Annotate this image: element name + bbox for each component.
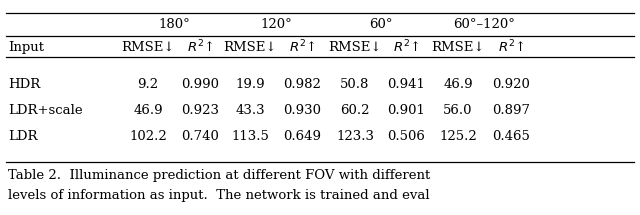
Text: 0.506: 0.506	[387, 131, 425, 143]
Text: 180°: 180°	[158, 17, 190, 31]
Text: 0.465: 0.465	[492, 131, 530, 143]
Text: 56.0: 56.0	[444, 104, 473, 118]
Text: 0.649: 0.649	[283, 131, 321, 143]
Text: $R^2$↑: $R^2$↑	[393, 39, 419, 55]
Text: 0.901: 0.901	[387, 104, 425, 118]
Text: 0.923: 0.923	[181, 104, 219, 118]
Text: 120°: 120°	[260, 17, 292, 31]
Text: 123.3: 123.3	[336, 131, 374, 143]
Text: Table 2.  Illuminance prediction at different FOV with different: Table 2. Illuminance prediction at diffe…	[8, 169, 430, 181]
Text: $R^2$↑: $R^2$↑	[187, 39, 213, 55]
Text: 0.920: 0.920	[492, 78, 530, 92]
Text: 0.982: 0.982	[283, 78, 321, 92]
Text: RMSE↓: RMSE↓	[121, 40, 175, 54]
Text: 0.930: 0.930	[283, 104, 321, 118]
Text: 46.9: 46.9	[133, 104, 163, 118]
Text: 43.3: 43.3	[235, 104, 265, 118]
Text: 0.990: 0.990	[181, 78, 219, 92]
Text: 60.2: 60.2	[340, 104, 370, 118]
Text: 113.5: 113.5	[231, 131, 269, 143]
Text: 60°–120°: 60°–120°	[454, 17, 515, 31]
Text: RMSE↓: RMSE↓	[431, 40, 484, 54]
Text: Input: Input	[8, 40, 44, 54]
Text: 0.941: 0.941	[387, 78, 425, 92]
Text: levels of information as input.  The network is trained and eval: levels of information as input. The netw…	[8, 189, 429, 203]
Text: 102.2: 102.2	[129, 131, 167, 143]
Text: $R^2$↑: $R^2$↑	[498, 39, 524, 55]
Text: 46.9: 46.9	[443, 78, 473, 92]
Text: HDR: HDR	[8, 78, 40, 92]
Text: 0.897: 0.897	[492, 104, 530, 118]
Text: LDR+scale: LDR+scale	[8, 104, 83, 118]
Text: 125.2: 125.2	[439, 131, 477, 143]
Text: 19.9: 19.9	[235, 78, 265, 92]
Text: RMSE↓: RMSE↓	[328, 40, 381, 54]
Text: 0.740: 0.740	[181, 131, 219, 143]
Text: 50.8: 50.8	[340, 78, 370, 92]
Text: RMSE↓: RMSE↓	[223, 40, 276, 54]
Text: LDR: LDR	[8, 131, 38, 143]
Text: 60°: 60°	[369, 17, 392, 31]
Text: $R^2$↑: $R^2$↑	[289, 39, 316, 55]
Text: 9.2: 9.2	[138, 78, 159, 92]
